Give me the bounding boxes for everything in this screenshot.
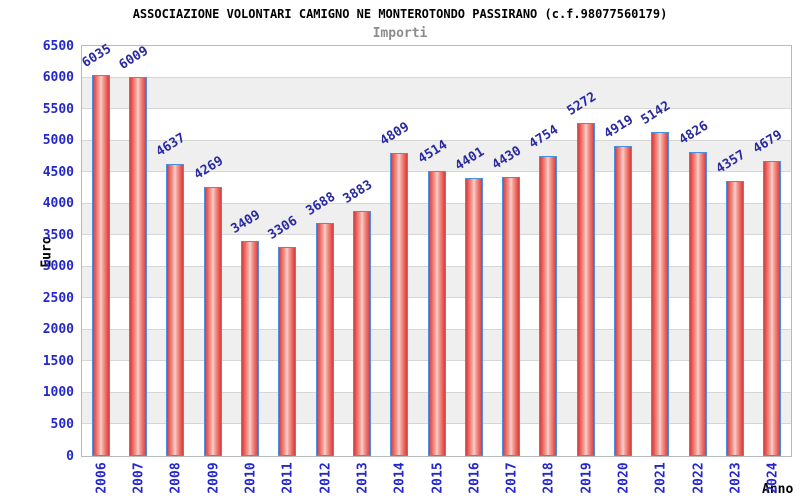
bar-2013 [352, 211, 371, 456]
chart-title: ASSOCIAZIONE VOLONTARI CAMIGNO NE MONTER… [132, 7, 668, 21]
bar-2019 [576, 123, 595, 456]
x-tick-label: 2010 [243, 462, 259, 494]
y-tick-label: 500 [50, 416, 74, 432]
bar-2011 [278, 247, 297, 456]
x-tick-label: 2020 [616, 462, 632, 494]
x-tick-label: 2019 [579, 462, 595, 494]
y-tick-label: 5000 [42, 133, 74, 149]
bar-2024 [763, 160, 782, 456]
x-tick-label: 2009 [206, 462, 222, 494]
y-tick-label: 3500 [42, 227, 74, 243]
y-tick-label: 2000 [42, 322, 74, 338]
x-tick-label: 2006 [94, 462, 110, 494]
bar-2021 [651, 131, 670, 456]
x-tick-label: 2014 [392, 462, 408, 494]
y-tick-label: 1000 [42, 385, 74, 401]
y-tick-label: 1500 [42, 353, 74, 369]
y-tick-label: 6000 [42, 70, 74, 86]
y-tick-label: 6500 [42, 38, 74, 54]
x-tick-label: 2007 [131, 462, 147, 494]
x-tick-label: 2017 [504, 462, 520, 494]
x-tick-label: 2013 [355, 462, 371, 494]
chart-subtitle: Importi [372, 26, 428, 41]
x-tick-label: 2016 [467, 462, 483, 494]
bar-2008 [166, 163, 185, 456]
bar-2007 [128, 76, 147, 456]
x-tick-label: 2022 [691, 462, 707, 494]
x-tick-label: 2008 [168, 462, 184, 494]
y-tick-label: 4500 [42, 164, 74, 180]
y-tick-label: 0 [66, 448, 74, 464]
y-tick-label: 3000 [42, 259, 74, 275]
x-tick-label: 2021 [653, 462, 669, 494]
bar-2017 [502, 176, 521, 456]
grid-band [82, 109, 791, 141]
x-tick-label: 2018 [541, 462, 557, 494]
x-tick-label: 2024 [765, 462, 781, 494]
y-tick-label: 5500 [42, 101, 74, 117]
bar-2018 [539, 156, 558, 456]
x-tick-label: 2023 [728, 462, 744, 494]
grid-band [82, 46, 791, 78]
bar-2006 [91, 75, 110, 456]
bar-2020 [614, 145, 633, 456]
y-tick-label: 4000 [42, 196, 74, 212]
bar-2014 [390, 152, 409, 456]
x-tick-label: 2011 [280, 462, 296, 494]
bar-2010 [240, 240, 259, 456]
y-tick-label: 2500 [42, 290, 74, 306]
x-tick-label: 2015 [430, 462, 445, 494]
x-axis-label: Anno [762, 482, 794, 497]
bar-2016 [464, 178, 483, 456]
bar-2009 [203, 186, 222, 456]
grid-band [82, 77, 791, 110]
bar-2023 [726, 181, 745, 456]
bar-2015 [427, 171, 446, 456]
bar-2022 [688, 151, 707, 456]
x-tick-label: 2012 [318, 462, 334, 494]
bar-2012 [315, 223, 334, 456]
